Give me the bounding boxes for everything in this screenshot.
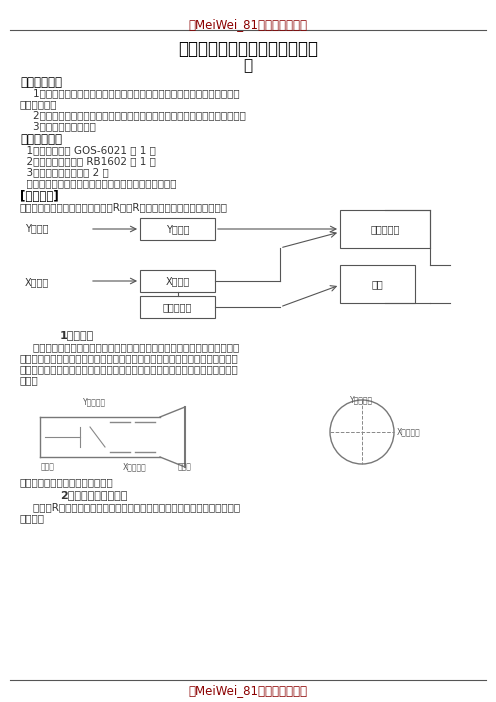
Text: X轴放大: X轴放大	[165, 276, 189, 286]
Text: 【实验目的】: 【实验目的】	[20, 76, 62, 89]
Text: 扫描和整步: 扫描和整步	[163, 302, 192, 312]
Bar	[340, 265, 415, 303]
Text: 正比。: 正比。	[20, 375, 39, 385]
Text: 2．熟悉使用示波器的基本方法，学会用示波器测量波形的电压幅度和频率；: 2．熟悉使用示波器的基本方法，学会用示波器测量波形的电压幅度和频率；	[20, 110, 246, 120]
Text: 示波器由示波管、扫描同步系统、R轴和R轴放大系统和电源四部分组成，: 示波器由示波管、扫描同步系统、R轴和R轴放大系统和电源四部分组成，	[20, 202, 228, 212]
Bar	[140, 296, 215, 318]
Bar	[140, 218, 215, 240]
Bar	[140, 270, 215, 292]
Text: 的作用下，位置也随之改变。在一定范围内，亮点的位移与偏转板上所加电压成: 的作用下，位置也随之改变。在一定范围内，亮点的位移与偏转板上所加电压成	[20, 364, 239, 374]
Text: 阿: 阿	[244, 58, 252, 73]
Text: 【MeiWei_81重点信鉴文档】: 【MeiWei_81重点信鉴文档】	[188, 684, 308, 697]
Text: 《示波器的使用》实验示范报告: 《示波器的使用》实验示范报告	[178, 40, 318, 58]
Text: 3、连接线示波器专用 2 根: 3、连接线示波器专用 2 根	[20, 167, 109, 177]
Text: Y轴放大: Y轴放大	[166, 224, 189, 234]
Text: 联系和配合；: 联系和配合；	[20, 99, 58, 109]
Text: X轴输入: X轴输入	[25, 277, 49, 287]
Text: 3．观察李萨如图形。: 3．观察李萨如图形。	[20, 121, 96, 131]
Text: 电子枪: 电子枪	[41, 462, 55, 471]
Text: 1、双踪示波器 GOS-6021 型 1 台: 1、双踪示波器 GOS-6021 型 1 台	[20, 145, 156, 155]
Text: 示波管结构简图示波管内的偏转板: 示波管结构简图示波管内的偏转板	[20, 477, 114, 487]
Text: [实验原理]: [实验原理]	[20, 190, 59, 203]
Text: 【MeiWei_81重点信鉴文档】: 【MeiWei_81重点信鉴文档】	[188, 18, 308, 31]
Text: 1、示波管: 1、示波管	[60, 330, 94, 340]
Text: Y轴偏转板: Y轴偏转板	[351, 395, 373, 404]
Text: 电子示波管: 电子示波管	[371, 224, 400, 234]
Text: X轴偏转板: X轴偏转板	[397, 428, 421, 437]
Text: 【实验仪器】: 【实验仪器】	[20, 133, 62, 146]
Text: Y轴输入: Y轴输入	[25, 223, 49, 233]
Text: 2、函数信号发生器 RB1602 型 1 台: 2、函数信号发生器 RB1602 型 1 台	[20, 156, 156, 166]
Text: Y轴偏转板: Y轴偏转板	[83, 397, 107, 406]
Text: 电源: 电源	[372, 279, 383, 289]
Bar	[340, 210, 430, 248]
Text: 2．扫描与同步的作用: 2．扫描与同步的作用	[60, 490, 127, 500]
Text: 如果在R轴偏转板加上波形为锯齿形的电压，在荧光屏上看到的是一条水平: 如果在R轴偏转板加上波形为锯齿形的电压，在荧光屏上看到的是一条水平	[20, 502, 240, 512]
Text: 线，如图: 线，如图	[20, 513, 45, 523]
Text: 1．了解示波器显示波形的原理，了解示波器各主要组成部分及它们之间的: 1．了解示波器显示波形的原理，了解示波器各主要组成部分及它们之间的	[20, 88, 240, 98]
Text: 荧光屏: 荧光屏	[178, 462, 192, 471]
Text: 如图所示，左端为一电子枪，电子枪加热后发出一束电子，电子经电场加速: 如图所示，左端为一电子枪，电子枪加热后发出一束电子，电子经电场加速	[20, 342, 239, 352]
Text: 以高速打在右端的荧光屏上，屏上的荧光物发光形成一亮点。亮点在偏转板电压: 以高速打在右端的荧光屏上，屏上的荧光物发光形成一亮点。亮点在偏转板电压	[20, 353, 239, 363]
Text: X轴偏转板: X轴偏转板	[123, 462, 147, 471]
Text: 示波器和信号发生器的使用说明请熟读常用仪器部分。: 示波器和信号发生器的使用说明请熟读常用仪器部分。	[20, 178, 177, 188]
